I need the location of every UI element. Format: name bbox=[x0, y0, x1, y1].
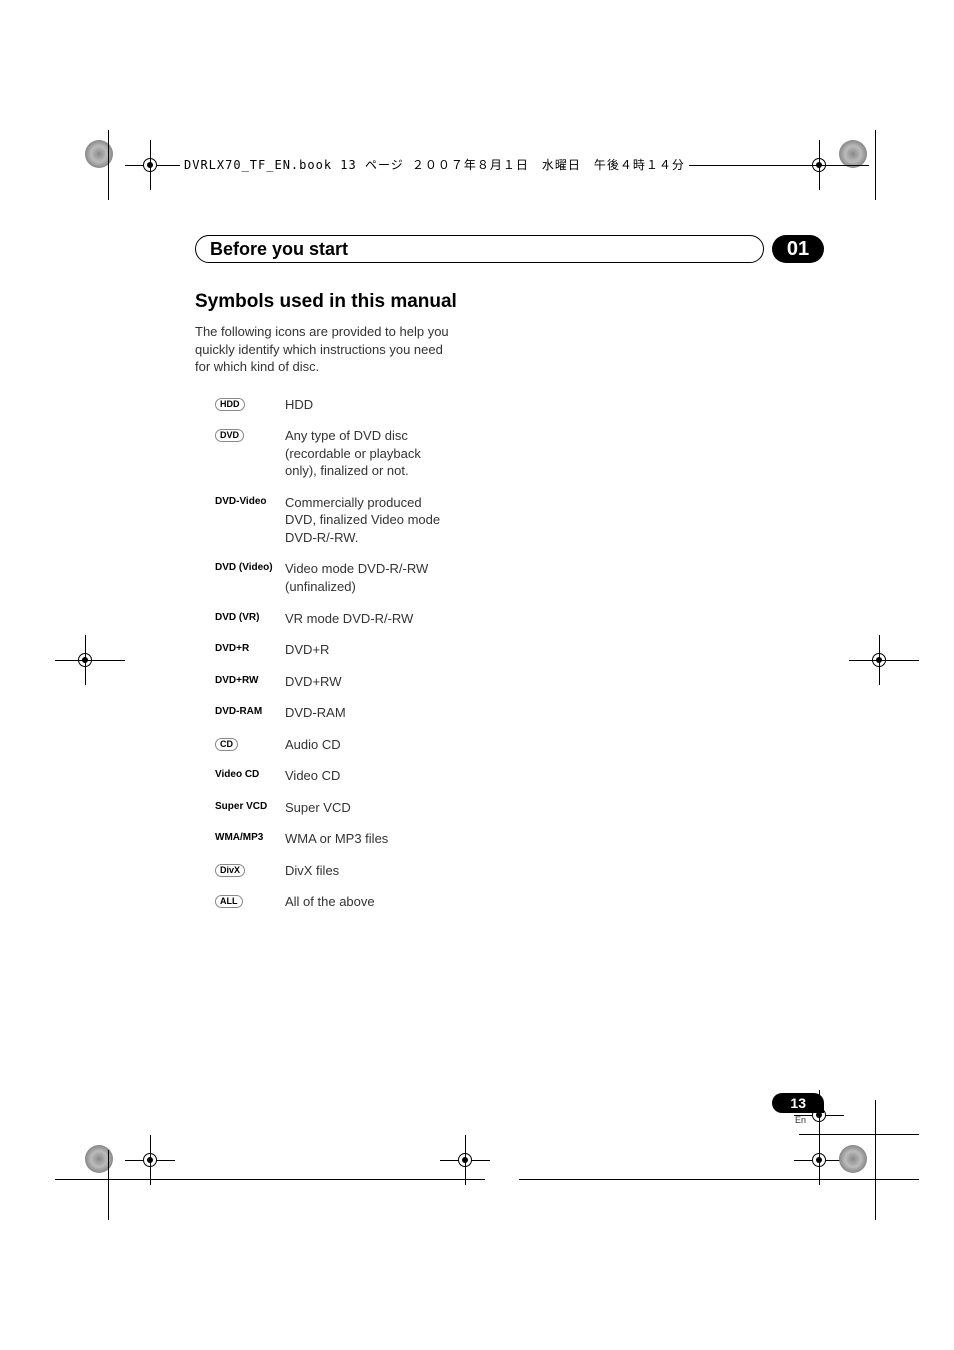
symbol-row: DVD-Video Commercially produced DVD, fina… bbox=[215, 494, 824, 547]
symbol-row: DivX DivX files bbox=[215, 862, 824, 880]
symbol-icon-label: HDD bbox=[215, 398, 245, 411]
symbol-icon-label: DVD+RW bbox=[215, 675, 258, 686]
symbol-description: Super VCD bbox=[285, 799, 351, 817]
symbol-row: DVD Any type of DVD disc (recordable or p… bbox=[215, 427, 824, 480]
symbol-icon-label: DVD-RAM bbox=[215, 706, 262, 717]
page-content: Before you start 01 Symbols used in this… bbox=[195, 235, 824, 925]
symbol-icon: DVD+RW bbox=[215, 673, 285, 686]
symbol-row: Video CD Video CD bbox=[215, 767, 824, 785]
crop-line bbox=[55, 660, 125, 661]
crop-mark-bottom-right bbox=[839, 1145, 899, 1205]
crop-line bbox=[55, 1179, 485, 1180]
symbol-icon: DVD-RAM bbox=[215, 704, 285, 717]
crop-line bbox=[108, 1150, 109, 1220]
symbol-icon-label: Video CD bbox=[215, 769, 259, 780]
symbol-description: Audio CD bbox=[285, 736, 341, 754]
symbol-icon: Video CD bbox=[215, 767, 285, 780]
symbol-icon: DVD bbox=[215, 427, 285, 442]
section-heading: Symbols used in this manual bbox=[195, 291, 824, 313]
symbol-icon-label: DVD+R bbox=[215, 643, 249, 654]
symbol-description: VR mode DVD-R/-RW bbox=[285, 610, 413, 628]
symbol-icon: ALL bbox=[215, 893, 285, 908]
symbol-icon-label: DVD bbox=[215, 429, 244, 442]
chapter-number: 01 bbox=[772, 235, 824, 263]
symbol-icon-label: ALL bbox=[215, 895, 243, 908]
crop-line bbox=[849, 660, 919, 661]
symbol-icon-label: Super VCD bbox=[215, 801, 267, 812]
crop-mark-bottom-left-cross bbox=[125, 1135, 185, 1195]
chapter-title: Before you start bbox=[210, 239, 348, 260]
crop-line bbox=[108, 130, 109, 200]
symbol-icon: Super VCD bbox=[215, 799, 285, 812]
symbol-description: DivX files bbox=[285, 862, 339, 880]
symbol-icon-label: CD bbox=[215, 738, 238, 751]
symbol-row: DVD (Video) Video mode DVD-R/-RW (unfinal… bbox=[215, 560, 824, 595]
symbol-row: Super VCD Super VCD bbox=[215, 799, 824, 817]
symbol-icon: WMA/MP3 bbox=[215, 830, 285, 843]
symbol-description: Video CD bbox=[285, 767, 340, 785]
crop-mark-top-left-cross bbox=[125, 140, 185, 200]
symbol-description: All of the above bbox=[285, 893, 375, 911]
symbol-description: HDD bbox=[285, 396, 313, 414]
chapter-bar: Before you start 01 bbox=[195, 235, 824, 263]
symbol-icon: DVD (VR) bbox=[215, 610, 285, 623]
symbol-icon: DivX bbox=[215, 862, 285, 877]
crop-line bbox=[875, 130, 876, 200]
symbol-row: DVD-RAM DVD-RAM bbox=[215, 704, 824, 722]
symbol-description: Any type of DVD disc (recordable or play… bbox=[285, 427, 455, 480]
symbol-description: Commercially produced DVD, finalized Vid… bbox=[285, 494, 455, 547]
page-language: En bbox=[772, 1115, 824, 1125]
symbol-icon: CD bbox=[215, 736, 285, 751]
symbol-icon-label: WMA/MP3 bbox=[215, 832, 263, 843]
symbol-row: WMA/MP3 WMA or MP3 files bbox=[215, 830, 824, 848]
intro-text: The following icons are provided to help… bbox=[195, 323, 455, 376]
crop-line bbox=[875, 1100, 876, 1220]
crop-mark-mid-bottom bbox=[440, 1135, 500, 1195]
symbol-table: HDD HDD DVD Any type of DVD disc (recordabl… bbox=[215, 396, 824, 911]
page-footer: 13 En bbox=[772, 1093, 824, 1125]
symbol-row: ALL All of the above bbox=[215, 893, 824, 911]
symbol-row: DVD (VR) VR mode DVD-R/-RW bbox=[215, 610, 824, 628]
symbol-description: DVD-RAM bbox=[285, 704, 346, 722]
symbol-description: DVD+RW bbox=[285, 673, 341, 691]
crop-line bbox=[799, 1134, 919, 1135]
symbol-description: WMA or MP3 files bbox=[285, 830, 388, 848]
symbol-row: DVD+RW DVD+RW bbox=[215, 673, 824, 691]
crop-mark-mid-left bbox=[60, 635, 120, 695]
symbol-description: DVD+R bbox=[285, 641, 329, 659]
symbol-description: Video mode DVD-R/-RW (unfinalized) bbox=[285, 560, 455, 595]
crop-mark-top-right bbox=[839, 140, 899, 200]
symbol-row: CD Audio CD bbox=[215, 736, 824, 754]
header-filename: DVRLX70_TF_EN.book 13 ページ ２００７年８月１日 水曜日 … bbox=[180, 156, 689, 173]
symbol-icon-label: DivX bbox=[215, 864, 245, 877]
symbol-icon-label: DVD (VR) bbox=[215, 612, 259, 623]
symbol-icon: DVD (Video) bbox=[215, 560, 285, 573]
symbol-row: HDD HDD bbox=[215, 396, 824, 414]
symbol-row: DVD+R DVD+R bbox=[215, 641, 824, 659]
symbol-icon: DVD-Video bbox=[215, 494, 285, 507]
symbol-icon: HDD bbox=[215, 396, 285, 411]
chapter-title-wrap: Before you start bbox=[195, 235, 764, 263]
symbol-icon: DVD+R bbox=[215, 641, 285, 654]
crop-mark-mid-right bbox=[854, 635, 914, 695]
symbol-icon-label: DVD (Video) bbox=[215, 562, 273, 573]
crop-line bbox=[519, 1179, 919, 1180]
page-number: 13 bbox=[772, 1093, 824, 1113]
symbol-icon-label: DVD-Video bbox=[215, 496, 267, 507]
